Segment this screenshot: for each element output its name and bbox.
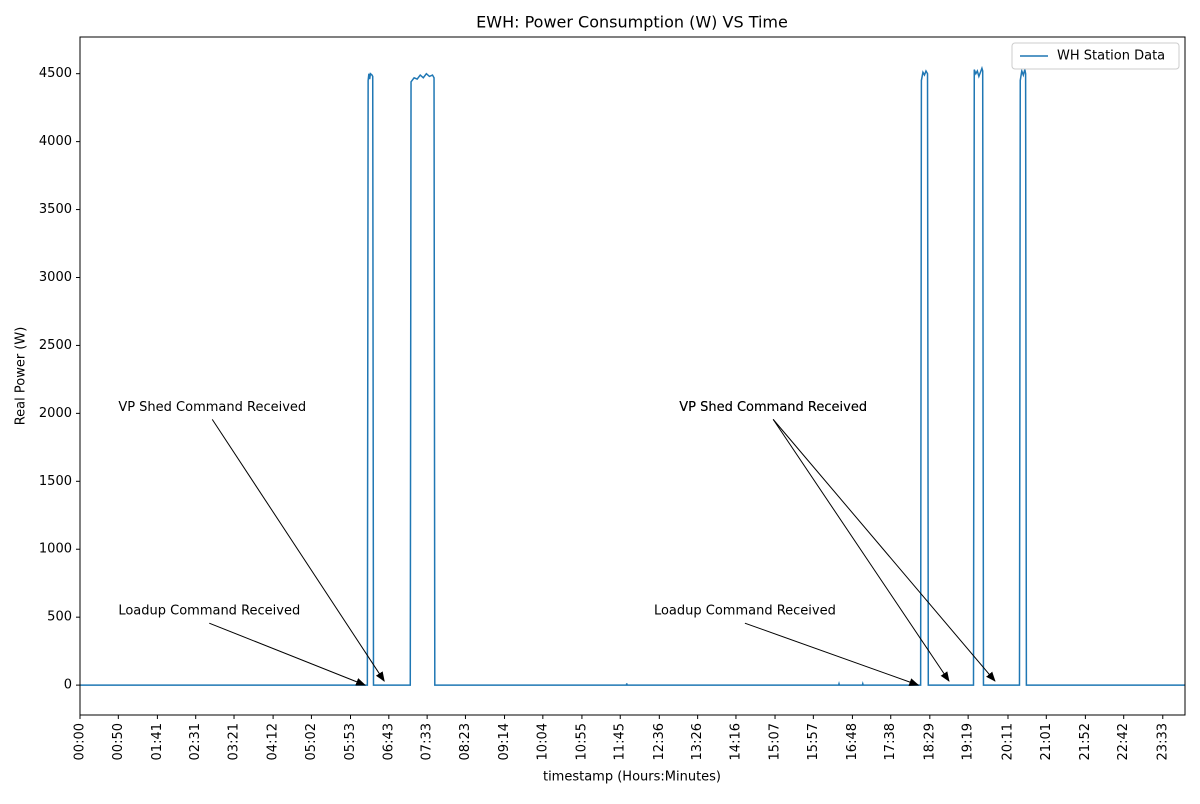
- x-tick-label: 14:16: [728, 723, 743, 760]
- annotation-text: VP Shed Command Received: [679, 400, 867, 415]
- x-tick-label: 08:23: [458, 723, 473, 760]
- x-tick-label: 20:11: [1000, 723, 1015, 760]
- y-tick-label: 1000: [39, 542, 72, 557]
- x-tick-label: 11:45: [613, 723, 628, 760]
- x-tick-label: 09:14: [497, 723, 512, 760]
- x-tick-label: 02:31: [188, 723, 203, 760]
- annotation-arrow: [744, 622, 920, 686]
- x-tick-label: 18:29: [922, 723, 937, 760]
- x-tick-label: 13:26: [690, 723, 705, 760]
- plot-frame: [79, 36, 1186, 716]
- x-tick-label: 23:33: [1155, 723, 1170, 760]
- legend-label: WH Station Data: [1057, 49, 1165, 64]
- y-tick-label: 0: [64, 678, 72, 693]
- y-tick-label: 2000: [39, 406, 72, 421]
- x-tick-label: 15:57: [806, 723, 821, 760]
- chart-title: EWH: Power Consumption (W) VS Time: [476, 13, 788, 32]
- y-tick-label: 1500: [39, 474, 72, 489]
- x-tick-label: 17:38: [883, 723, 898, 760]
- x-tick-label: 00:50: [111, 723, 126, 760]
- legend-box: [1011, 42, 1180, 70]
- annotation-arrow: [772, 419, 950, 682]
- annotation-text: VP Shed Command Received: [679, 400, 867, 415]
- annotation-arrow: [211, 419, 385, 682]
- annotation-text: Loadup Command Received: [118, 604, 300, 619]
- x-tick-label: 21:52: [1078, 723, 1093, 760]
- y-tick-label: 500: [47, 610, 72, 625]
- annotation-text: Loadup Command Received: [654, 604, 836, 619]
- annotation-arrow: [209, 622, 366, 686]
- annotation-arrow: [772, 419, 996, 682]
- x-tick-label: 05:53: [343, 723, 358, 760]
- x-tick-label: 22:42: [1116, 723, 1131, 760]
- x-tick-label: 21:01: [1039, 723, 1054, 760]
- x-tick-label: 05:02: [304, 723, 319, 760]
- x-tick-label: 19:19: [961, 723, 976, 760]
- x-tick-label: 12:36: [652, 723, 667, 760]
- x-tick-label: 10:55: [574, 723, 589, 760]
- x-tick-label: 15:07: [768, 723, 783, 760]
- y-tick-label: 4000: [39, 134, 72, 149]
- x-axis-label: timestamp (Hours:Minutes): [543, 770, 721, 785]
- y-tick-label: 2500: [39, 338, 72, 353]
- y-tick-label: 3500: [39, 202, 72, 217]
- annotation-text: VP Shed Command Received: [118, 400, 306, 415]
- x-tick-label: 01:41: [150, 723, 165, 760]
- x-tick-label: 07:33: [420, 723, 435, 760]
- data-line: [80, 65, 1185, 686]
- x-tick-label: 03:21: [227, 723, 242, 760]
- x-tick-label: 00:00: [73, 723, 88, 760]
- x-tick-label: 10:04: [535, 723, 550, 760]
- y-tick-label: 4500: [39, 66, 72, 81]
- x-tick-label: 16:48: [845, 723, 860, 760]
- x-tick-label: 04:12: [266, 723, 281, 760]
- x-tick-label: 06:43: [381, 723, 396, 760]
- y-axis-label: Real Power (W): [14, 327, 29, 426]
- y-tick-label: 3000: [39, 270, 72, 285]
